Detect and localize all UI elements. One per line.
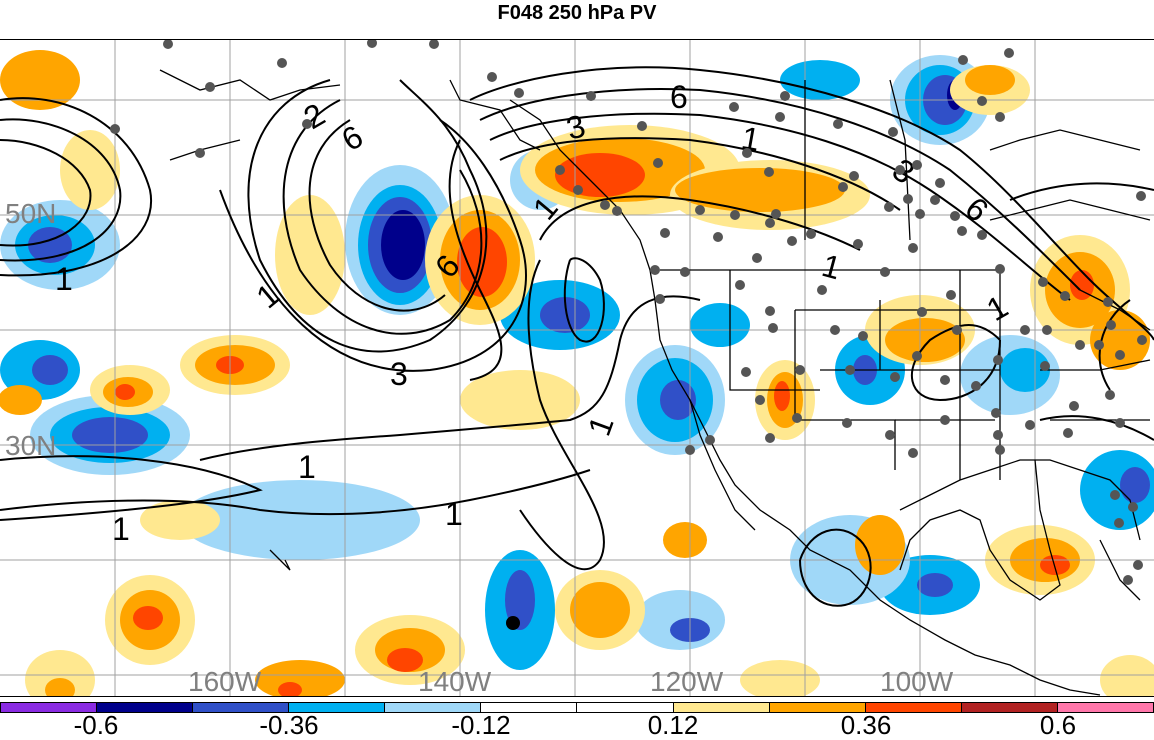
pv-contours <box>0 66 1154 607</box>
lon-label-120w: 120W <box>650 666 724 697</box>
colorbar-segment <box>193 702 290 713</box>
pv-map-canvas: 1 2 6 3 6 1 3 6 1 3 6 1 1 1 1 1 1 1 <box>0 40 1154 696</box>
map-title: F048 250 hPa PV <box>497 2 657 24</box>
contour-label: 6 <box>670 79 688 115</box>
pv-map: 1 2 6 3 6 1 3 6 1 3 6 1 1 1 1 1 1 1 <box>0 39 1154 697</box>
contour-label: 1 <box>739 119 763 158</box>
colorbar-labels: -0.6 -0.36 -0.12 0.12 0.36 0.6 <box>0 712 1154 739</box>
colorbar-segment <box>385 702 482 713</box>
lat-label-50n: 50N <box>5 198 57 229</box>
colorbar-segment <box>289 702 386 713</box>
contour-label: 1 <box>112 511 130 547</box>
contour-label: 1 <box>818 247 845 286</box>
contour-label: 1 <box>981 288 1014 328</box>
contour-label: 6 <box>336 118 369 158</box>
colorbar-segment <box>961 702 1058 713</box>
colorbar-label: 0.6 <box>1039 710 1077 740</box>
contour-label: 3 <box>390 356 408 392</box>
colorbar-label: -0.12 <box>451 710 511 740</box>
colorbar-segment <box>0 702 98 713</box>
colorbar-segment <box>481 702 578 713</box>
colorbar-label: -0.36 <box>259 710 319 740</box>
colorbar-label: 0.36 <box>840 710 892 740</box>
contour-label: 1 <box>55 261 73 297</box>
colorbar-segment <box>673 702 770 713</box>
colorbar-segment <box>577 702 674 713</box>
colorbar <box>0 702 1154 713</box>
station-dots <box>110 40 1147 585</box>
colorbar-segment <box>97 702 194 713</box>
contour-label: 1 <box>298 449 316 485</box>
contour-label: 1 <box>445 496 463 532</box>
contour-label: 6 <box>959 190 996 229</box>
lon-label-160w: 160W <box>188 666 262 697</box>
colorbar-segment <box>865 702 962 713</box>
lat-label-30n: 30N <box>5 430 57 461</box>
colorbar-segment <box>769 702 866 713</box>
lon-label-140w: 140W <box>418 666 492 697</box>
colorbar-label: 0.12 <box>647 710 699 740</box>
lon-label-100w: 100W <box>880 666 954 697</box>
contour-label: 1 <box>581 411 621 440</box>
pv-shading <box>0 50 1154 696</box>
colorbar-label: -0.6 <box>73 710 119 740</box>
colorbar-segment <box>1057 702 1154 713</box>
marker-dot <box>506 616 520 630</box>
